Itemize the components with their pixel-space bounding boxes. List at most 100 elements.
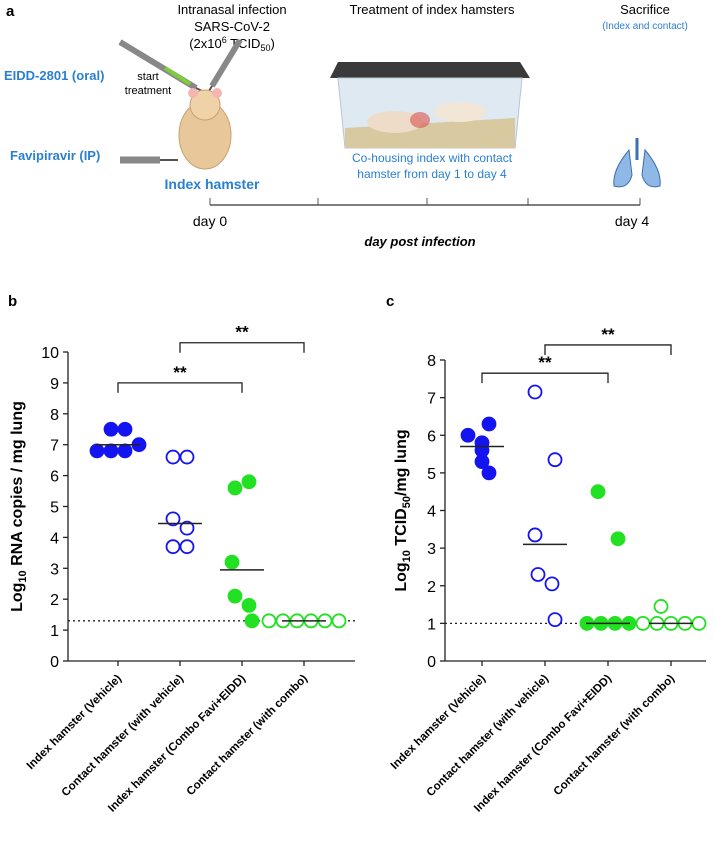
syringe-body (209, 38, 243, 88)
y-tick-label: 10 (41, 345, 59, 362)
x-tick-label: Contact hamster (with vehicle) (425, 673, 552, 800)
timeline-label: day post infection (364, 234, 475, 249)
significance-label: ** (538, 353, 552, 372)
data-point (179, 520, 195, 536)
dose-sub: 50 (260, 43, 270, 53)
y-axis-label-part: RNA copies / mg lung (9, 401, 26, 570)
cage-hamster (367, 111, 423, 133)
data-point (653, 599, 669, 614)
data-point (331, 613, 347, 629)
lung-right (641, 148, 661, 188)
y-tick-label: 9 (50, 376, 59, 393)
data-point (165, 511, 181, 527)
panel-label: a (6, 3, 15, 20)
x-tick-label: Index hamster (Combo Favi+EIDD) (472, 673, 614, 815)
sacrifice-title: Sacrifice (620, 2, 670, 17)
data-point (590, 484, 606, 500)
y-tick-label: 0 (50, 654, 59, 671)
data-point (117, 443, 133, 459)
y-tick-label: 1 (50, 623, 59, 640)
infection-virus: SARS-CoV-2 (194, 19, 270, 34)
data-point (474, 454, 490, 469)
y-tick-label: 2 (50, 592, 59, 609)
syringe-fluid (163, 66, 192, 86)
data-point (103, 443, 119, 459)
data-point (481, 465, 497, 481)
data-point (227, 588, 243, 604)
y-tick-label: 7 (50, 438, 59, 455)
data-point (165, 449, 181, 465)
data-point (481, 416, 497, 432)
data-point (547, 452, 563, 468)
y-tick-label: 5 (50, 500, 59, 517)
data-point (179, 539, 195, 555)
y-tick-label: 3 (427, 541, 436, 558)
panel-label: c (386, 293, 394, 310)
significance-label: ** (601, 325, 615, 344)
y-tick-label: 8 (427, 353, 436, 370)
cage-icon (330, 62, 530, 149)
y-axis-label-part: Log (393, 562, 410, 591)
infection-title: Intranasal infection (177, 2, 286, 17)
dose-text: ) (270, 36, 274, 51)
data-point (527, 527, 543, 543)
data-point (227, 480, 243, 496)
significance-bracket (544, 344, 672, 355)
x-tick-label: Contact hamster (with combo) (185, 673, 311, 799)
y-tick-label: 1 (427, 616, 436, 633)
x-tick-label: Contact hamster (with vehicle) (60, 673, 187, 800)
y-axis-label-part: 10 (401, 550, 413, 562)
panel-label: b (8, 293, 17, 310)
y-tick-label: 4 (50, 530, 59, 547)
start-text: start (137, 71, 158, 83)
y-axis-label-part: /mg lung (393, 429, 410, 496)
data-point (165, 539, 181, 555)
y-tick-label: 3 (50, 561, 59, 578)
drug-ip: Favipiravir (IP) (10, 148, 100, 163)
hamster-icon (178, 88, 232, 170)
y-axis-label-part: Log (9, 583, 26, 612)
hamster-head (189, 89, 221, 121)
y-axis-label-part: 10 (17, 570, 29, 582)
significance-bracket (117, 382, 243, 393)
lungs-icon (613, 138, 661, 188)
y-tick-label: 7 (427, 391, 436, 408)
data-point (244, 613, 260, 629)
y-tick-label: 6 (50, 469, 59, 486)
data-point (635, 615, 651, 631)
data-point (460, 427, 476, 443)
data-point (527, 384, 543, 400)
schematic: a Intranasal infection SARS-CoV-2 (2x106… (4, 2, 688, 249)
y-tick-label: 8 (50, 407, 59, 424)
y-tick-label: 2 (427, 579, 436, 596)
y-axis-label-part: TCID (393, 508, 410, 550)
significance-bracket (179, 342, 305, 353)
lung-left (613, 148, 633, 188)
x-tick-label: Index hamster (Combo Favi+EIDD) (106, 673, 248, 815)
cage-hamster (434, 102, 486, 122)
dose-sup: 6 (222, 35, 227, 45)
data-point (89, 443, 105, 459)
y-tick-label: 5 (427, 466, 436, 483)
data-point (103, 421, 119, 437)
treatment-title: Treatment of index hamsters (350, 2, 515, 17)
data-point (241, 474, 257, 490)
syringe-icon (118, 38, 243, 164)
data-point (241, 597, 257, 613)
drug-oral: EIDD-2801 (oral) (4, 68, 104, 83)
dose-text: (2x10 (189, 36, 222, 51)
hamster-ear (212, 88, 222, 98)
y-tick-label: 4 (427, 504, 436, 521)
data-point (117, 421, 133, 437)
hamster-ear (188, 88, 198, 98)
timeline-start: day 0 (193, 213, 227, 229)
cohousing-text: hamster from day 1 to day 4 (357, 167, 507, 181)
data-point (544, 576, 560, 592)
y-tick-label: 6 (427, 428, 436, 445)
cage-lid (330, 62, 530, 78)
significance-label: ** (173, 363, 187, 382)
y-axis-label: Log10 RNA copies / mg lung (9, 401, 29, 612)
significance-label: ** (235, 323, 249, 342)
sacrifice-note: (Index and contact) (602, 21, 688, 32)
